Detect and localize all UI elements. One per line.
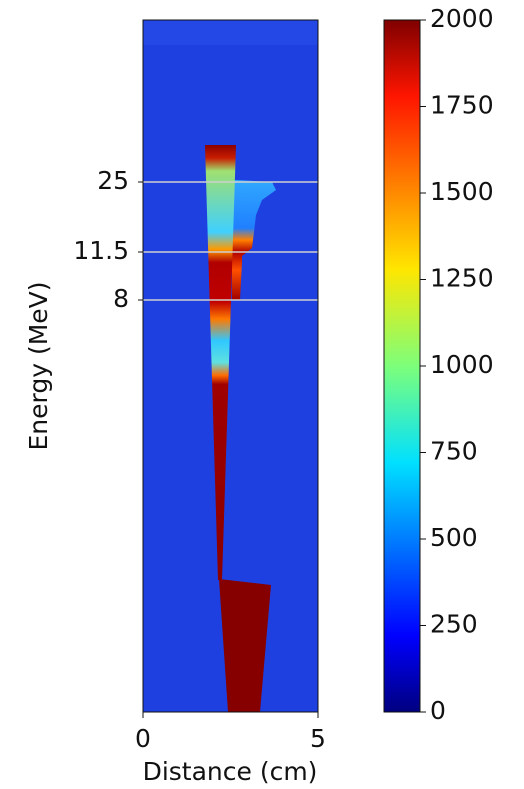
colorbar-tick-label: 0 [430, 696, 446, 725]
y-tick-label: 11.5 [73, 236, 129, 265]
x-tick-label: 0 [135, 724, 151, 753]
colorbar-tick-label: 250 [430, 610, 478, 639]
x-tick-label: 5 [310, 724, 326, 753]
colorbar-tick-label: 750 [430, 437, 478, 466]
colorbar-tick-label: 2000 [430, 4, 494, 33]
y-axis-label: Energy (MeV) [24, 281, 53, 450]
colorbar [384, 20, 420, 712]
colorbar-tick-label: 500 [430, 523, 478, 552]
detector-image [143, 20, 318, 712]
y-tick-label: 8 [113, 284, 129, 313]
y-tick-label: 25 [97, 166, 129, 195]
plot-frame [142, 19, 319, 713]
colorbar-tick-label: 1750 [430, 91, 494, 120]
colorbar-tick-label: 1250 [430, 264, 494, 293]
colorbar-frame [383, 19, 421, 713]
x-axis-label: Distance (cm) [143, 757, 318, 786]
colorbar-tick-label: 1000 [430, 350, 494, 379]
colorbar-tick-label: 1500 [430, 177, 494, 206]
